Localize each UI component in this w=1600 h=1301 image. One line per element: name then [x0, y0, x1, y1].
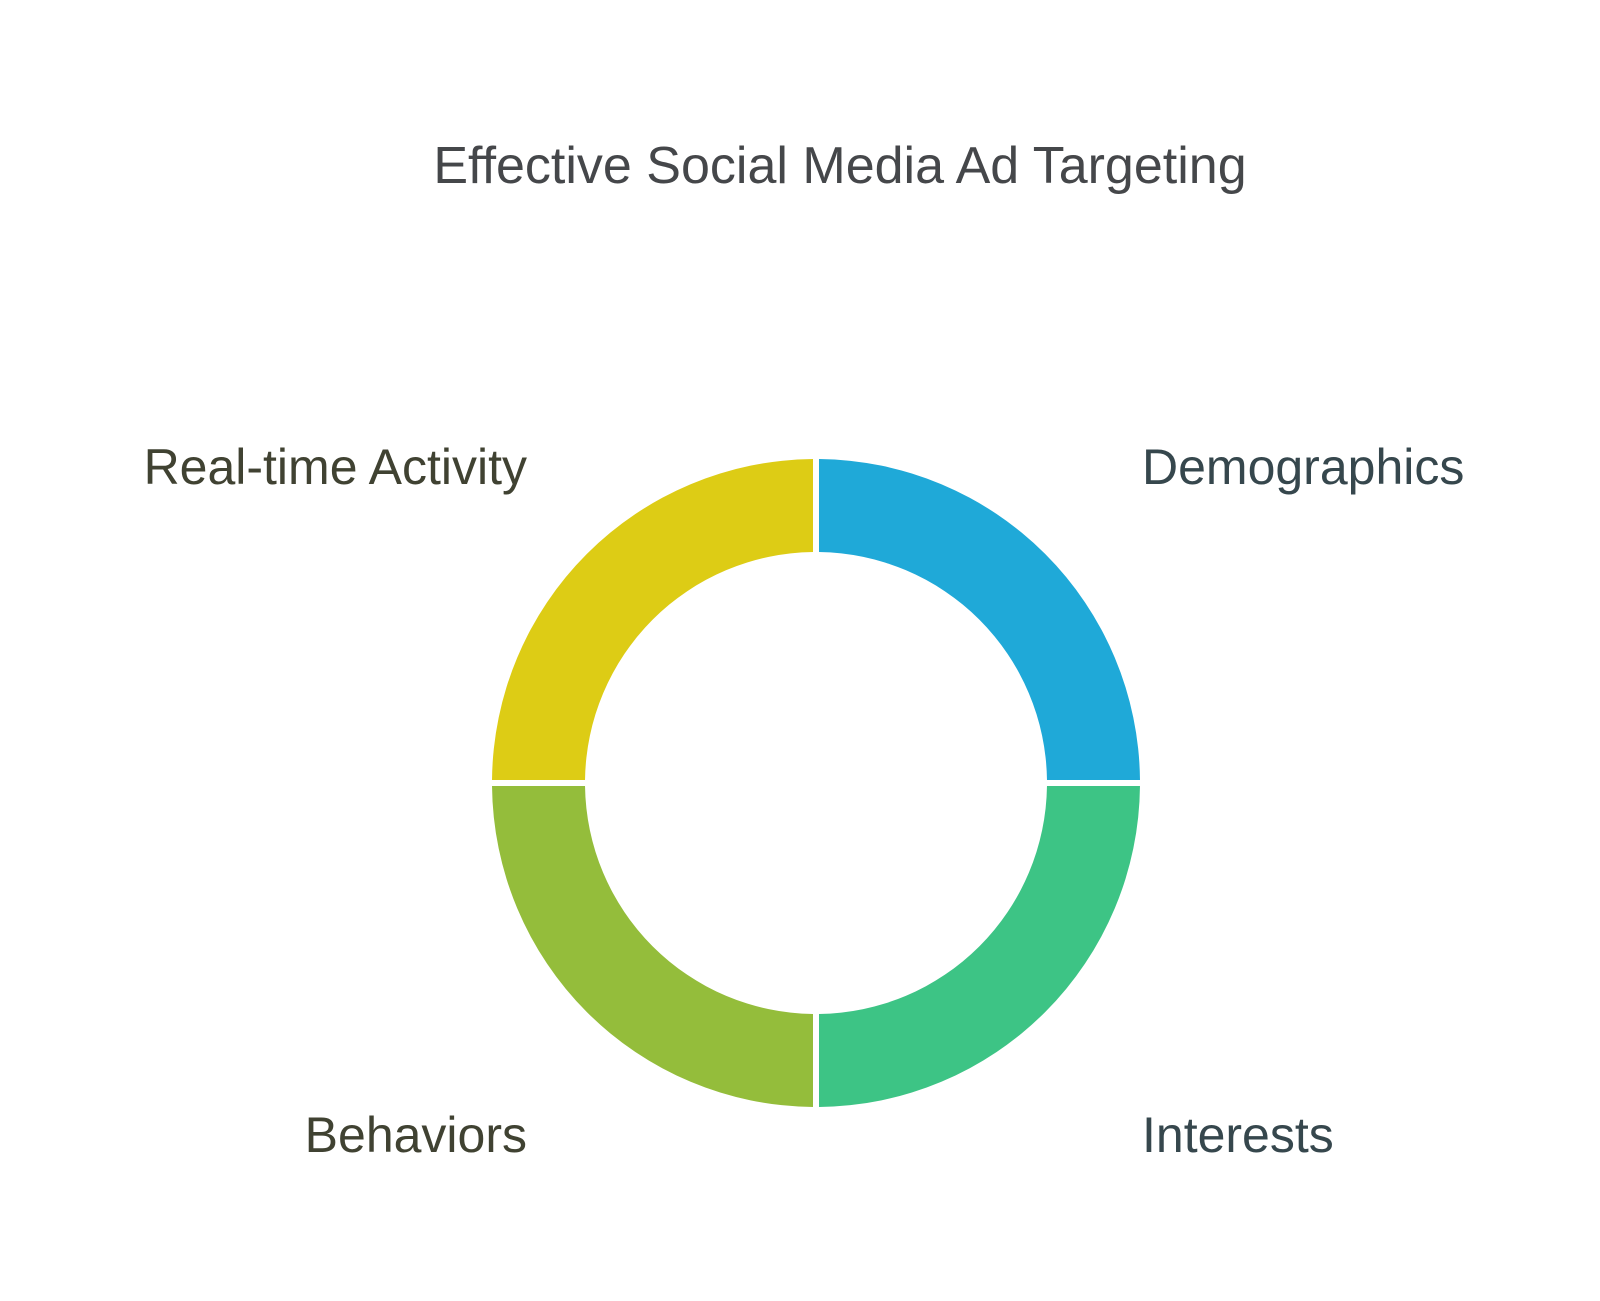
- label-behaviors: Behaviors: [304, 1107, 527, 1163]
- label-demographics: Demographics: [1142, 439, 1465, 495]
- label-realtime-activity: Real-time Activity: [143, 439, 527, 495]
- segment-realtime: [492, 459, 813, 780]
- segment-interests: [819, 786, 1140, 1107]
- diagram-title: Effective Social Media Ad Targeting: [433, 137, 1247, 195]
- segment-behaviors: [492, 786, 813, 1107]
- segment-demographics: [819, 459, 1140, 780]
- label-interests: Interests: [1142, 1107, 1334, 1163]
